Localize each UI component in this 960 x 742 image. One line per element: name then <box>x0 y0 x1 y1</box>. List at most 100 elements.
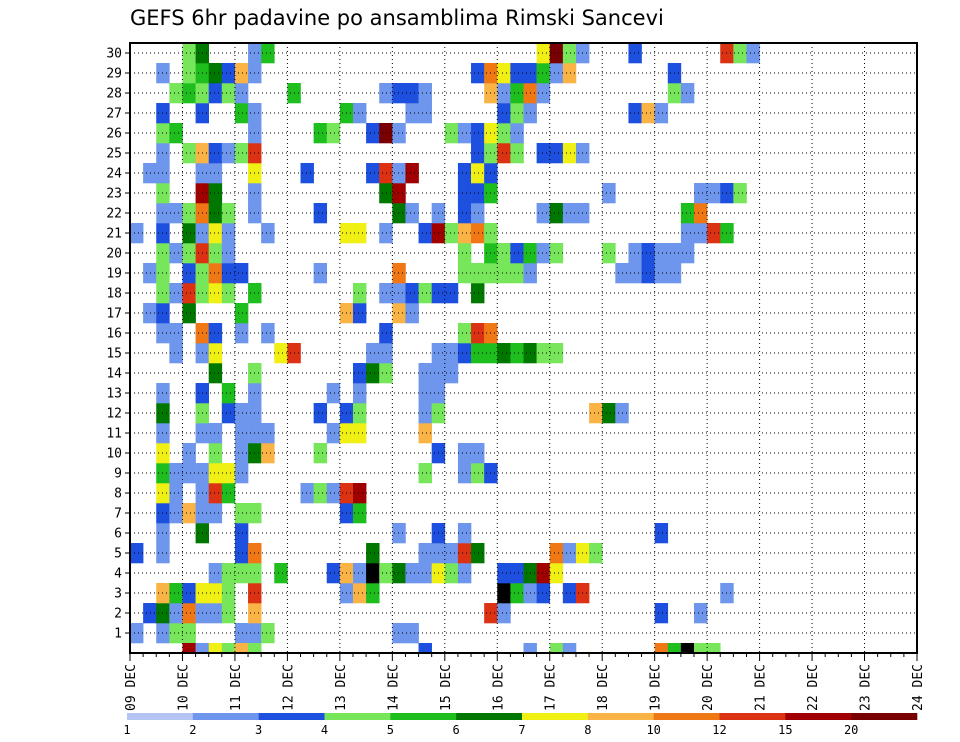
precip-cell <box>169 463 183 484</box>
y-tick-label: 10 <box>106 447 122 462</box>
precip-cell <box>169 203 183 224</box>
precip-cell <box>379 343 393 364</box>
precip-cell <box>510 83 524 104</box>
precip-cell <box>457 223 472 244</box>
precip-cell <box>208 343 223 364</box>
y-tick-label: 8 <box>114 487 122 502</box>
precip-cell <box>457 443 472 464</box>
precip-cell <box>536 143 551 164</box>
precip-cell <box>208 503 223 524</box>
precip-cell <box>221 243 236 264</box>
precip-cell <box>274 343 288 364</box>
ticks-layer: 1234567891011121314151617181920212223242… <box>106 47 926 711</box>
precip-cell <box>641 103 655 124</box>
precip-cell <box>471 283 485 304</box>
y-tick-label: 15 <box>106 347 122 362</box>
precip-cell <box>457 463 472 484</box>
precip-cell <box>221 403 236 424</box>
legend-swatch <box>851 713 918 720</box>
legend-label: 5 <box>387 723 394 737</box>
legend-swatch <box>192 713 259 720</box>
precip-cell <box>497 603 511 624</box>
precip-cell <box>234 83 249 104</box>
x-tick-label: 13 DEC <box>334 664 349 711</box>
precip-cell <box>182 283 196 304</box>
precip-cell <box>707 223 721 244</box>
precip-cell <box>379 283 393 304</box>
precip-cell <box>444 363 459 384</box>
legend-label: 1 <box>123 723 130 737</box>
precip-cell <box>182 203 196 224</box>
y-tick-label: 26 <box>106 127 122 142</box>
precip-cell <box>418 383 432 404</box>
precip-cell <box>366 123 380 144</box>
precip-cell <box>471 63 485 84</box>
precip-cell <box>562 63 577 84</box>
precip-cell <box>471 163 485 184</box>
precip-cell <box>169 243 183 264</box>
precip-cell <box>195 643 209 653</box>
precip-cell <box>208 463 223 484</box>
precip-cell <box>182 463 196 484</box>
precip-cell <box>221 83 236 104</box>
precip-cell <box>405 283 419 304</box>
y-tick-label: 30 <box>106 47 122 62</box>
precip-cell <box>457 523 472 544</box>
precip-cell <box>457 183 472 204</box>
x-tick-label: 12 DEC <box>281 664 296 711</box>
precip-cell <box>694 603 708 624</box>
precip-cell <box>457 543 472 564</box>
precip-cell <box>497 123 511 144</box>
precip-cell <box>379 223 393 244</box>
precip-cell <box>510 583 524 604</box>
precip-cell <box>457 243 472 264</box>
y-tick-label: 3 <box>114 587 122 602</box>
precip-cell <box>418 423 432 444</box>
x-tick-label: 20 DEC <box>701 664 716 711</box>
precip-cell <box>130 223 144 244</box>
precip-cell <box>418 643 432 653</box>
legend-swatch <box>127 713 194 720</box>
y-tick-label: 23 <box>106 187 122 202</box>
precip-cell <box>352 483 367 504</box>
precip-cell <box>405 163 419 184</box>
precip-cell <box>208 223 223 244</box>
precip-cell <box>418 543 432 564</box>
precip-cell <box>667 643 682 653</box>
precip-cell <box>143 263 157 284</box>
precip-cell <box>208 363 223 384</box>
precip-cell <box>694 643 708 653</box>
legend-swatch <box>390 713 457 720</box>
legend-layer: 1 2 3 4 5 6 7 8 10 12 15 20 <box>123 713 918 737</box>
precip-cell <box>221 463 236 484</box>
precip-cell <box>182 143 196 164</box>
precip-cell <box>143 603 157 624</box>
precip-cell <box>326 383 341 404</box>
precip-cell <box>221 143 236 164</box>
legend-swatch <box>653 713 720 720</box>
precip-cell <box>182 443 196 464</box>
precip-cell <box>221 263 236 284</box>
precip-cell <box>221 223 236 244</box>
x-tick-label: 23 DEC <box>859 664 874 711</box>
precip-cell <box>536 343 551 364</box>
precip-cell <box>707 643 721 653</box>
precip-cell <box>602 403 616 424</box>
precip-cell <box>471 343 485 364</box>
precip-cell <box>182 643 196 653</box>
y-tick-label: 11 <box>106 427 122 442</box>
precip-cell <box>366 343 380 364</box>
precip-cell <box>510 263 524 284</box>
precip-cell <box>221 643 236 653</box>
precip-cell <box>208 563 223 584</box>
precip-cell <box>261 323 275 344</box>
precip-cell <box>313 443 328 464</box>
precip-cell <box>221 603 236 624</box>
precip-cell <box>497 583 511 604</box>
precip-cell <box>208 263 223 284</box>
precip-cell <box>234 403 249 424</box>
precip-cell <box>497 143 511 164</box>
precip-cell <box>405 83 419 104</box>
precip-cell <box>444 283 459 304</box>
legend-label: 15 <box>778 723 792 737</box>
